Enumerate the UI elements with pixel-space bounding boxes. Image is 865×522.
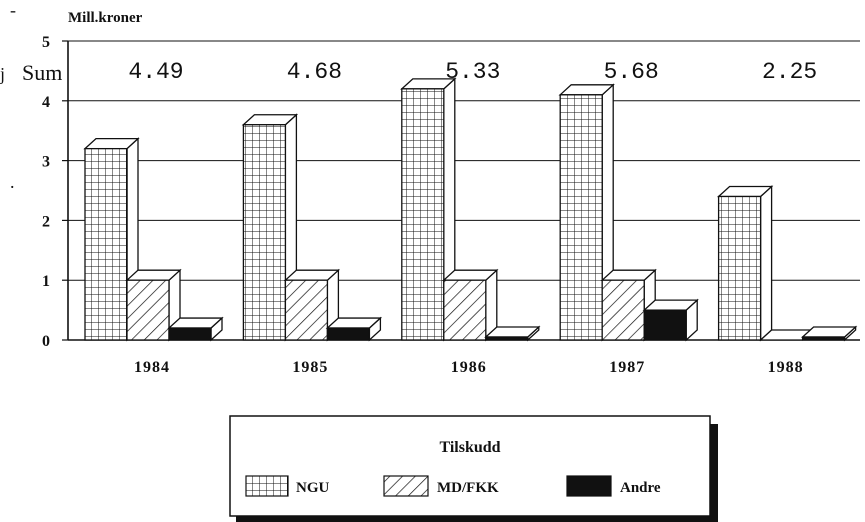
- ytick-label-1: 1: [42, 273, 50, 290]
- bar-mdfkk-1984: [125, 268, 182, 342]
- bar-ngu-1987: [558, 83, 615, 342]
- bar-andre-1988-front: [801, 336, 846, 341]
- legend-box: [229, 415, 711, 517]
- ytick-label-4: 4: [42, 94, 50, 111]
- bar-andre-1987-front: [643, 309, 687, 341]
- bar-ngu-1984: [83, 137, 140, 342]
- sum-label: Sum: [22, 60, 62, 85]
- xtick-label-1986: 1986: [451, 359, 487, 376]
- sum-value-1986: 5.33: [445, 59, 500, 85]
- bar-ngu-1985-front: [242, 124, 287, 341]
- unit-label: Mill.kroner: [68, 10, 143, 26]
- bar-ngu-1988-front: [717, 195, 762, 341]
- sum-value-1984: 4.49: [128, 59, 183, 85]
- bar-mdfkk-1987-front: [601, 279, 645, 341]
- labels: 0 1 2 3 4 5 1984 4.49 1985 4.68 1986 5.33 1987 5.68 19…: [42, 34, 817, 376]
- bar-ngu-1988-side: [759, 185, 773, 342]
- bar-ngu-1987-front: [559, 94, 603, 341]
- bar-andre-1984-front: [168, 327, 212, 341]
- bar-andre-1986: [484, 325, 541, 342]
- bar-mdfkk-1985: [283, 268, 341, 342]
- bar-mdfkk-1986: [442, 268, 499, 342]
- bar-ngu-1984-front: [84, 147, 128, 341]
- bar-ngu-1985: [241, 113, 299, 342]
- legend-swatch-mdfkk: [383, 475, 429, 497]
- sum-value-1987: 5.68: [604, 59, 659, 85]
- bar-andre-1987: [642, 298, 699, 342]
- sum-value-1985: 4.68: [287, 59, 342, 85]
- bar-andre-1988: [800, 325, 858, 342]
- bar-ngu-1986-front: [401, 88, 445, 341]
- edge-mark-low: .: [10, 172, 15, 192]
- xtick-label-1987: 1987: [609, 359, 645, 376]
- xtick-label-1988: 1988: [768, 359, 804, 376]
- bar-andre-1985: [325, 316, 383, 342]
- ytick-label-5: 5: [42, 34, 50, 51]
- legend-swatch-ngu: [245, 475, 289, 497]
- bar-andre-1986-front: [485, 336, 529, 341]
- xtick-label-1985: 1985: [292, 359, 328, 376]
- legend-label-andre: Andre: [620, 480, 661, 496]
- bar-andre-1985-front: [326, 327, 371, 341]
- legend-title: Tilskudd: [439, 439, 500, 456]
- bar-mdfkk-1986-front: [443, 279, 487, 341]
- edge-mark-top: -: [10, 0, 16, 20]
- ytick-label-0: 0: [42, 333, 50, 350]
- ytick-label-2: 2: [42, 213, 50, 230]
- bars: [83, 77, 858, 342]
- legend-label-mdfkk: MD/FKK: [437, 480, 499, 496]
- edge-mark-mid: j: [0, 64, 5, 84]
- bar-mdfkk-1985-front: [284, 279, 329, 341]
- ytick-label-3: 3: [42, 154, 50, 171]
- bar-ngu-1986: [400, 77, 457, 342]
- bar-mdfkk-1984-front: [126, 279, 170, 341]
- sum-value-1988: 2.25: [762, 59, 817, 85]
- bar-andre-1984: [167, 316, 224, 342]
- legend: Tilskudd NGU MD/FKK Andre: [229, 415, 718, 522]
- bar-ngu-1988: [716, 185, 774, 342]
- legend-label-ngu: NGU: [296, 480, 330, 496]
- legend-swatch-andre: [566, 475, 612, 497]
- xtick-label-1984: 1984: [134, 359, 170, 376]
